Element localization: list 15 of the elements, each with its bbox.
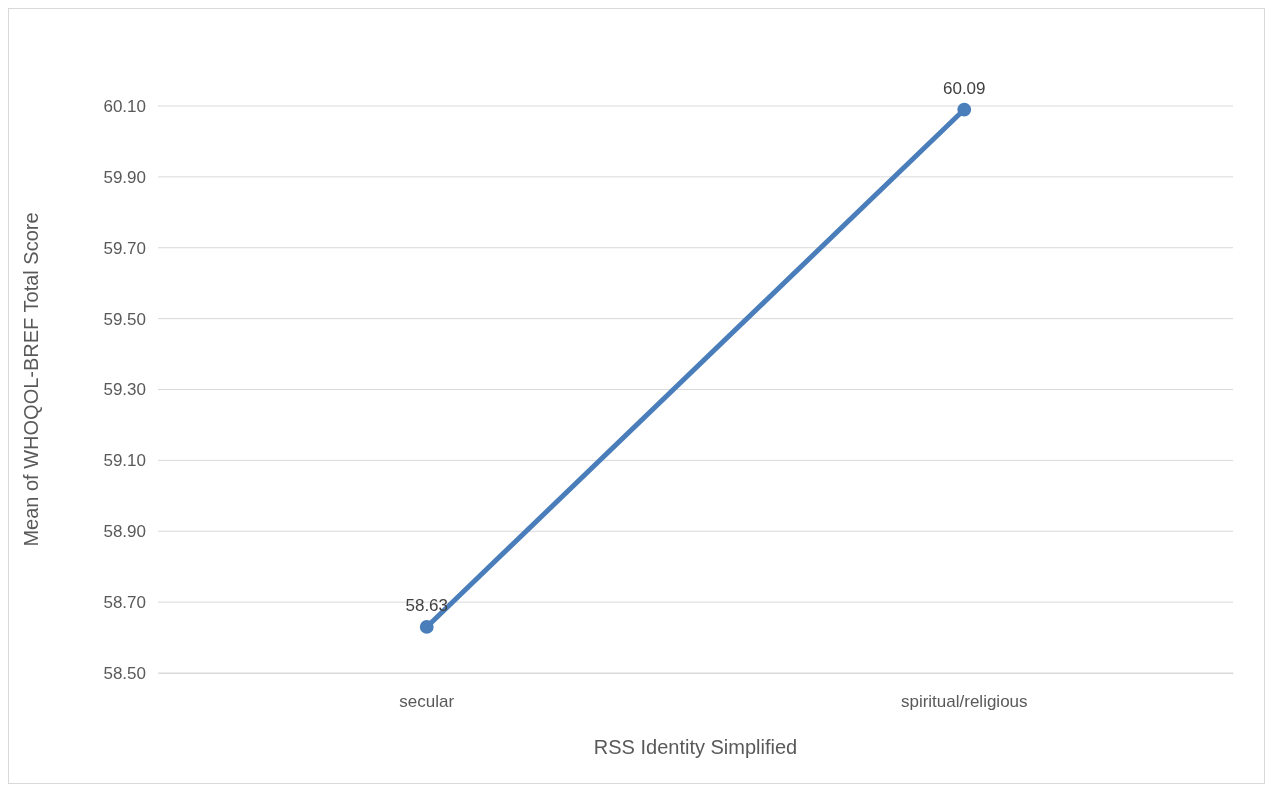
y-tick-label: 59.50 (103, 309, 146, 329)
y-tick-label: 59.90 (103, 167, 146, 187)
x-axis-title: RSS Identity Simplified (593, 736, 798, 758)
y-tick-label: 59.30 (103, 380, 146, 400)
y-tick-label: 59.70 (103, 238, 146, 258)
x-tick-label: secular (399, 692, 455, 712)
y-tick-label: 60.10 (103, 96, 146, 116)
x-tick-label: spiritual/religious (900, 692, 1028, 712)
y-tick-label: 58.70 (103, 593, 146, 613)
data-label: 60.09 (942, 78, 986, 98)
data-label: 58.63 (405, 595, 449, 615)
y-tick-label: 58.50 (103, 663, 146, 683)
y-axis-title: Mean of WHOQOL-BREF Total Score (20, 212, 42, 547)
y-tick-label: 58.90 (103, 522, 146, 542)
y-tick-label: 59.10 (103, 451, 146, 471)
